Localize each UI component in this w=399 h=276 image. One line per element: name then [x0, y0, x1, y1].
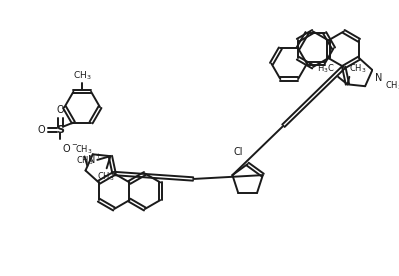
Text: N: N	[375, 73, 383, 83]
Text: CH$_3$: CH$_3$	[75, 143, 93, 156]
Text: O: O	[38, 125, 45, 135]
Text: CH$_3$: CH$_3$	[97, 170, 115, 183]
Text: O: O	[57, 105, 64, 115]
Text: CH$_3$: CH$_3$	[76, 155, 94, 167]
Text: CH$_3$: CH$_3$	[385, 79, 399, 92]
Text: CH$_3$: CH$_3$	[73, 70, 91, 83]
Text: Cl: Cl	[233, 147, 243, 156]
Text: S: S	[56, 125, 64, 135]
Text: CH$_3$: CH$_3$	[350, 62, 367, 75]
Text: O$^-$: O$^-$	[62, 142, 78, 154]
Text: H$_3$C: H$_3$C	[316, 62, 334, 75]
Text: N$^+$: N$^+$	[87, 153, 103, 166]
